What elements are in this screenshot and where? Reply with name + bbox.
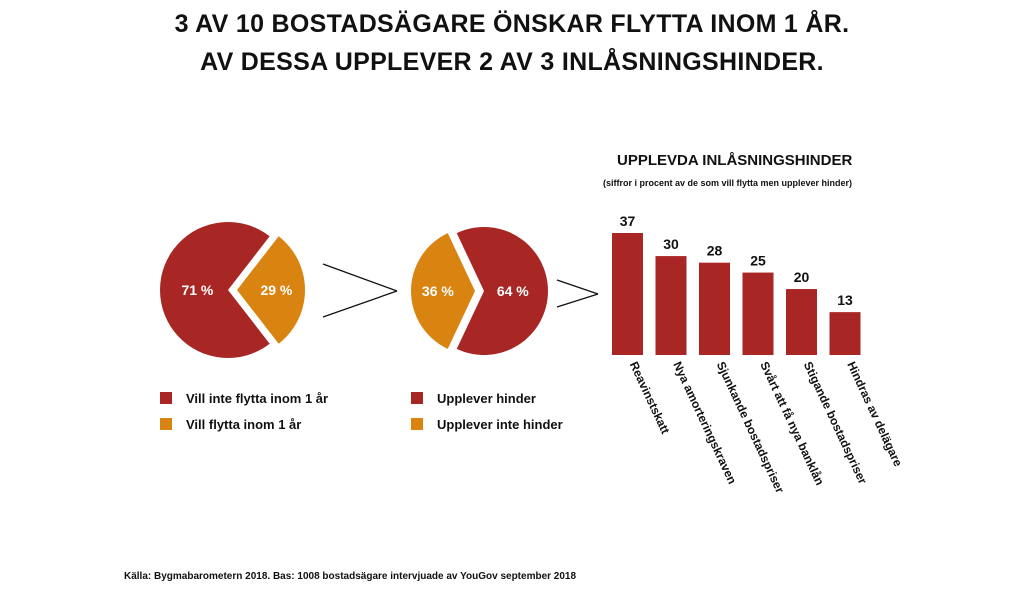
source-note: Källa: Bygmabarometern 2018. Bas: 1008 b…	[124, 571, 577, 582]
bar	[742, 272, 774, 355]
pie2-slice-small	[411, 233, 475, 349]
pie2-label-large: 64 %	[497, 283, 529, 299]
legend-item: Upplever inte hinder	[411, 411, 563, 437]
bar-value-label: 25	[750, 253, 766, 269]
bar	[829, 312, 861, 355]
legend-pie-1: Vill inte flytta inom 1 år Vill flytta i…	[160, 385, 328, 437]
bar-value-label: 20	[794, 269, 810, 285]
connector-line	[556, 279, 599, 295]
connector-line	[322, 290, 398, 318]
legend-swatch-dark-red	[160, 392, 172, 404]
legend-swatch-orange	[411, 418, 423, 430]
legend-label: Upplever inte hinder	[437, 416, 563, 432]
bar-value-label: 30	[663, 236, 679, 252]
legend-item: Vill flytta inom 1 år	[160, 411, 328, 437]
bar-value-label: 37	[620, 213, 636, 229]
pie1-label-small: 29 %	[260, 282, 292, 298]
bar	[655, 256, 687, 355]
bar	[786, 289, 817, 355]
bar-value-label: 13	[837, 292, 853, 308]
bar-value-label: 28	[707, 243, 723, 259]
legend-pie-2: Upplever hinder Upplever inte hinder	[411, 385, 563, 437]
pie2-slice-large	[456, 227, 548, 355]
bar	[699, 262, 730, 355]
pie1-slice-small	[237, 236, 305, 344]
connector-line	[322, 263, 398, 292]
legend-label: Vill flytta inom 1 år	[186, 416, 302, 432]
bar	[612, 233, 643, 355]
legend-item: Upplever hinder	[411, 385, 563, 411]
bar-chart-subtitle: (siffror i procent av de som vill flytta…	[603, 178, 853, 188]
bar-category-label: Reavinstskatt	[627, 359, 673, 436]
legend-swatch-dark-red	[411, 392, 423, 404]
pie1-slice-large	[159, 222, 270, 358]
pie1-label-large: 71 %	[181, 282, 213, 298]
pie2-label-small: 36 %	[422, 283, 454, 299]
chart-title-line-1: 3 AV 10 BOSTADSÄGARE ÖNSKAR FLYTTA INOM …	[174, 10, 850, 38]
legend-label: Upplever hinder	[437, 390, 536, 406]
chart-title-line-2: AV DESSA UPPLEVER 2 AV 3 INLÅSNINGSHINDE…	[200, 48, 824, 76]
legend-item: Vill inte flytta inom 1 år	[160, 385, 328, 411]
connector-line	[556, 293, 599, 308]
legend-label: Vill inte flytta inom 1 år	[186, 390, 329, 406]
legend-swatch-orange	[160, 418, 172, 430]
bar-chart-title: UPPLEVDA INLÅSNINGSHINDER	[617, 152, 853, 169]
